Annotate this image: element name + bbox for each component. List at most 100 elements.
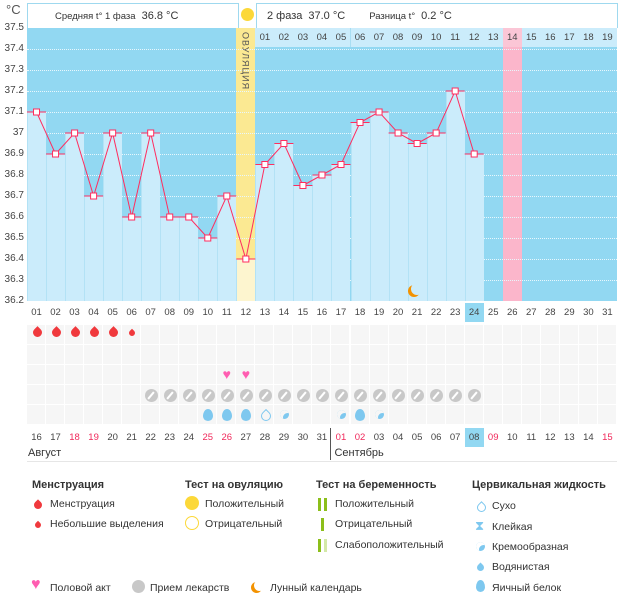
row-cell[interactable] [84,365,104,384]
temperature-point[interactable] [299,182,307,189]
row-cell[interactable] [236,345,256,364]
row-cell[interactable] [597,385,617,404]
row-cell[interactable] [559,405,579,424]
row-cell[interactable] [597,345,617,364]
row-cell[interactable] [27,365,47,384]
row-cell[interactable] [103,365,123,384]
row-cell[interactable] [198,325,218,344]
row-cell[interactable] [559,325,579,344]
row-cell[interactable] [65,365,85,384]
calendar-date[interactable]: 08 [464,428,484,447]
calendar-date[interactable]: 07 [449,432,461,443]
row-cell[interactable] [255,325,275,344]
row-cell[interactable] [84,405,104,424]
calendar-date[interactable]: 12 [545,432,556,443]
row-cell[interactable] [179,345,199,364]
row-cell[interactable] [483,385,503,404]
row-cell[interactable] [483,325,503,344]
row-cell[interactable] [388,325,408,344]
calendar-date[interactable]: 25 [202,432,214,443]
row-cell[interactable] [502,405,522,424]
calendar-date[interactable]: 01 [335,432,347,443]
calendar-date[interactable]: 10 [506,432,518,443]
row-cell[interactable] [160,365,180,384]
temperature-point[interactable] [337,161,345,168]
row-cell[interactable] [502,385,522,404]
row-cell[interactable] [483,365,503,384]
temperature-point[interactable] [223,192,231,200]
calendar-date[interactable]: 20 [107,432,118,443]
row-cell[interactable] [312,345,332,364]
row-cell[interactable] [141,325,161,344]
row-cell[interactable] [160,405,180,424]
row-cell[interactable] [426,325,446,344]
row-cell[interactable] [464,325,484,344]
calendar-date[interactable]: 26 [221,432,233,443]
row-cell[interactable] [388,405,408,424]
row-cell[interactable] [445,405,465,424]
temperature-point[interactable] [52,150,60,158]
row-cell[interactable] [388,365,408,384]
row-cell[interactable] [46,385,66,404]
calendar-date[interactable]: 06 [430,432,442,443]
row-cell[interactable] [578,405,598,424]
row-cell[interactable] [559,385,579,404]
temperature-point[interactable] [261,161,269,168]
row-cell[interactable] [350,365,370,384]
row-cell[interactable] [521,385,541,404]
row-cell[interactable] [502,365,522,384]
row-cell[interactable] [388,345,408,364]
row-cell[interactable] [445,325,465,344]
temperature-point[interactable] [90,192,98,200]
calendar-date[interactable]: 15 [602,432,613,443]
row-cell[interactable] [65,385,85,404]
row-cell[interactable] [274,325,294,344]
row-cell[interactable] [578,345,598,364]
temperature-point[interactable] [356,119,364,126]
row-cell[interactable] [236,365,256,384]
temperature-point[interactable] [470,150,478,158]
temperature-point[interactable] [280,140,288,147]
row-cell[interactable] [331,345,351,364]
row-cell[interactable] [122,405,142,424]
row-cell[interactable] [483,345,503,364]
row-cell[interactable] [312,405,332,424]
calendar-date[interactable]: 16 [31,432,42,443]
row-cell[interactable] [103,345,123,364]
calendar-date[interactable]: 03 [373,432,385,443]
calendar-date[interactable]: 11 [526,432,537,443]
calendar-date[interactable]: 17 [50,432,61,443]
row-cell[interactable] [46,405,66,424]
row-cell[interactable] [597,325,617,344]
temperature-point[interactable] [318,171,326,179]
temperature-point[interactable] [185,213,193,221]
row-cell[interactable] [217,345,237,364]
calendar-date[interactable]: 19 [88,432,99,443]
row-cell[interactable] [179,405,199,424]
temperature-point[interactable] [204,234,212,242]
row-cell[interactable] [597,365,617,384]
row-cell[interactable] [350,345,370,364]
calendar-date[interactable]: 14 [583,432,594,443]
row-cell[interactable] [236,325,256,344]
row-cell[interactable] [540,345,560,364]
row-cell[interactable] [274,345,294,364]
temperature-point[interactable] [394,129,402,137]
row-cell[interactable] [445,365,465,384]
row-cell[interactable] [312,325,332,344]
calendar-date[interactable]: 13 [564,432,575,443]
row-cell[interactable] [103,405,123,424]
temperature-point[interactable] [242,255,250,263]
row-cell[interactable] [502,325,522,344]
row-cell[interactable] [293,405,313,424]
row-cell[interactable] [597,405,617,424]
row-cell[interactable] [198,345,218,364]
row-cell[interactable] [369,325,389,344]
calendar-date[interactable]: 21 [126,432,137,443]
row-cell[interactable] [464,365,484,384]
row-cell[interactable] [198,365,218,384]
row-cell[interactable] [65,345,85,364]
calendar-date[interactable]: 09 [487,432,499,443]
row-cell[interactable] [312,365,332,384]
row-cell[interactable] [217,325,237,344]
